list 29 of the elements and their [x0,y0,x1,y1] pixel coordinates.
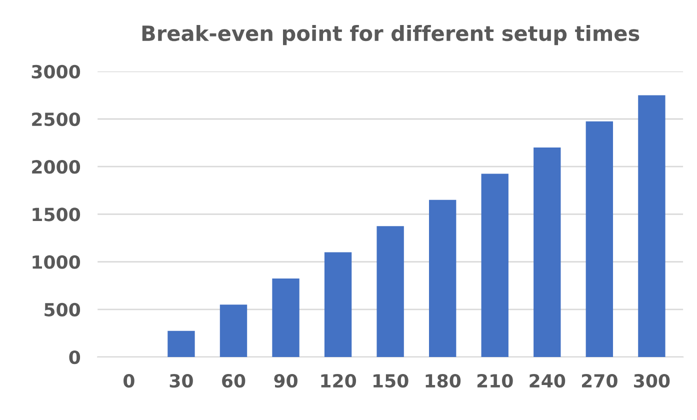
y-tick-label: 3000 [32,64,80,79]
x-tick-label: 300 [634,374,670,388]
bar [586,121,614,357]
x-tick-label: 0 [124,374,134,388]
x-tick-label: 60 [222,374,246,388]
bar [324,252,352,357]
y-tick-label: 1500 [32,208,80,222]
y-tick-label: 500 [44,302,80,317]
x-tick-label: 30 [170,374,193,388]
chart-title: Break-even point for different setup times [142,25,640,46]
bar [638,95,666,357]
bar [481,174,508,357]
x-tick-label: 210 [477,374,513,388]
x-tick-label: 150 [374,374,408,388]
y-tick-label: 2500 [32,112,80,126]
bar [376,226,404,357]
bar [429,200,456,357]
x-tick-label: 90 [274,374,298,388]
bar [168,330,195,357]
y-tick-label: 1000 [32,255,80,269]
bar [534,148,561,357]
bar [220,304,248,357]
x-tick-label: 270 [582,374,618,388]
x-tick-label: 120 [321,374,356,388]
y-tick-label: 2000 [32,160,80,174]
x-tick-label: 180 [426,374,461,388]
bar [272,278,300,357]
y-tick-label: 0 [69,350,80,364]
x-tick-label: 240 [530,374,566,388]
